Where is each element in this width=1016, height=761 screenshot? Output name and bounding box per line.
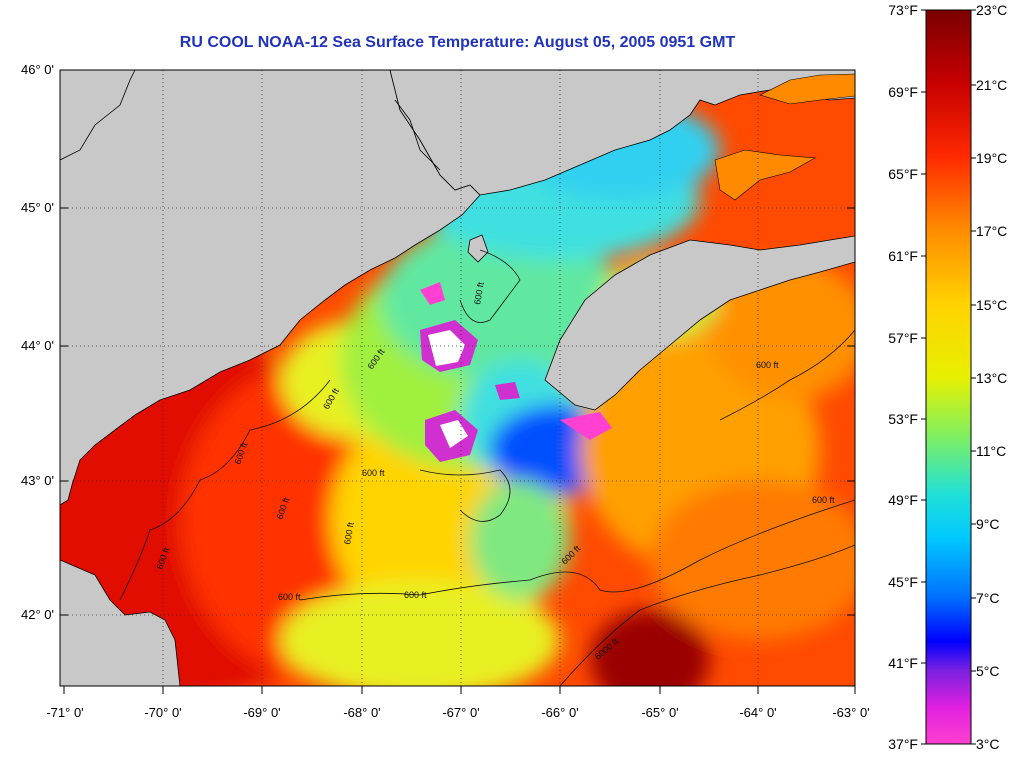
contour-label: 600 ft (756, 360, 779, 370)
axis-ticks (60, 69, 856, 694)
graticule (60, 70, 855, 686)
cloud-patch (428, 330, 465, 366)
colorbar-label-c: 21°C (976, 77, 1008, 93)
colorbar-label-f: 37°F (888, 736, 918, 752)
land-pei (759, 73, 855, 105)
colorbar-label-c: 11°C (976, 443, 1007, 459)
lon-label: -66° 0' (541, 705, 579, 720)
colorbar-label-c: 5°C (976, 663, 1000, 679)
colorbar-label-c: 3°C (976, 736, 1000, 752)
state-border (60, 70, 136, 161)
contour-600ft (119, 379, 331, 601)
colorbar-label-f: 57°F (888, 330, 918, 346)
colorbar-label-c: 19°C (976, 150, 1008, 166)
minas-basin (714, 149, 816, 201)
colorbar-label-f: 61°F (888, 248, 918, 264)
colorbar-label-c: 7°C (976, 590, 1000, 606)
colorbar (925, 9, 972, 745)
map-title: RU COOL NOAA-12 Sea Surface Temperature:… (179, 34, 736, 51)
colorbar-label-f: 49°F (888, 492, 918, 508)
colorbar-label-c: 9°C (976, 516, 1000, 532)
lon-label: -68° 0' (343, 705, 381, 720)
temperature-field (60, 100, 855, 686)
colorbar-label-f: 41°F (888, 655, 918, 671)
lon-label: -63° 0' (832, 705, 870, 720)
lat-label: 46° 0' (21, 62, 54, 77)
lat-label: 43° 0' (21, 473, 54, 488)
cold-patch (495, 382, 520, 400)
border-usa-canada (394, 99, 441, 171)
contour-label: 600 ft (342, 521, 356, 545)
contour-label: 600 ft (278, 592, 301, 602)
land-island (467, 234, 489, 263)
lon-label: -67° 0' (442, 705, 480, 720)
colorbar-label-c: 17°C (976, 223, 1008, 239)
colorbar-ticks (921, 9, 976, 745)
colorbar-label-f: 53°F (888, 411, 918, 427)
lon-label: -70° 0' (144, 705, 182, 720)
contour-600ft (459, 249, 521, 323)
colorbar-label-f: 45°F (888, 574, 918, 590)
colorbar-label-c: 13°C (976, 370, 1008, 386)
contour-label: 600 ft (362, 468, 385, 478)
contour-label: 600 ft (404, 590, 427, 600)
lon-label: -65° 0' (641, 705, 679, 720)
contour-600ft (419, 469, 511, 522)
lon-label: -64° 0' (739, 705, 777, 720)
cold-patch (420, 282, 445, 305)
colorbar-label-f: 65°F (888, 166, 918, 182)
cold-patch (560, 412, 612, 440)
lon-label: -69° 0' (243, 705, 281, 720)
contour-600ft (719, 329, 855, 421)
lat-label: 45° 0' (21, 200, 54, 215)
lat-label: 42° 0' (21, 607, 54, 622)
colorbar-label-c: 15°C (976, 297, 1008, 313)
lat-label: 44° 0' (21, 338, 54, 353)
map-frame (59, 69, 856, 687)
lon-label: -71° 0' (46, 705, 84, 720)
bathymetry-contours (119, 249, 855, 686)
map-area (60, 70, 855, 686)
contour-6000ft (559, 544, 855, 686)
contour-600ft (299, 499, 855, 601)
contour-label: 600 ft (472, 281, 486, 305)
colorbar-label-f: 69°F (888, 84, 918, 100)
colorbar-label-f: 73°F (888, 2, 918, 18)
contour-label: 600 ft (812, 495, 835, 505)
colorbar-label-c: 23°C (976, 2, 1008, 18)
land-nova-scotia (544, 235, 855, 411)
land-cape-cod (60, 559, 181, 686)
